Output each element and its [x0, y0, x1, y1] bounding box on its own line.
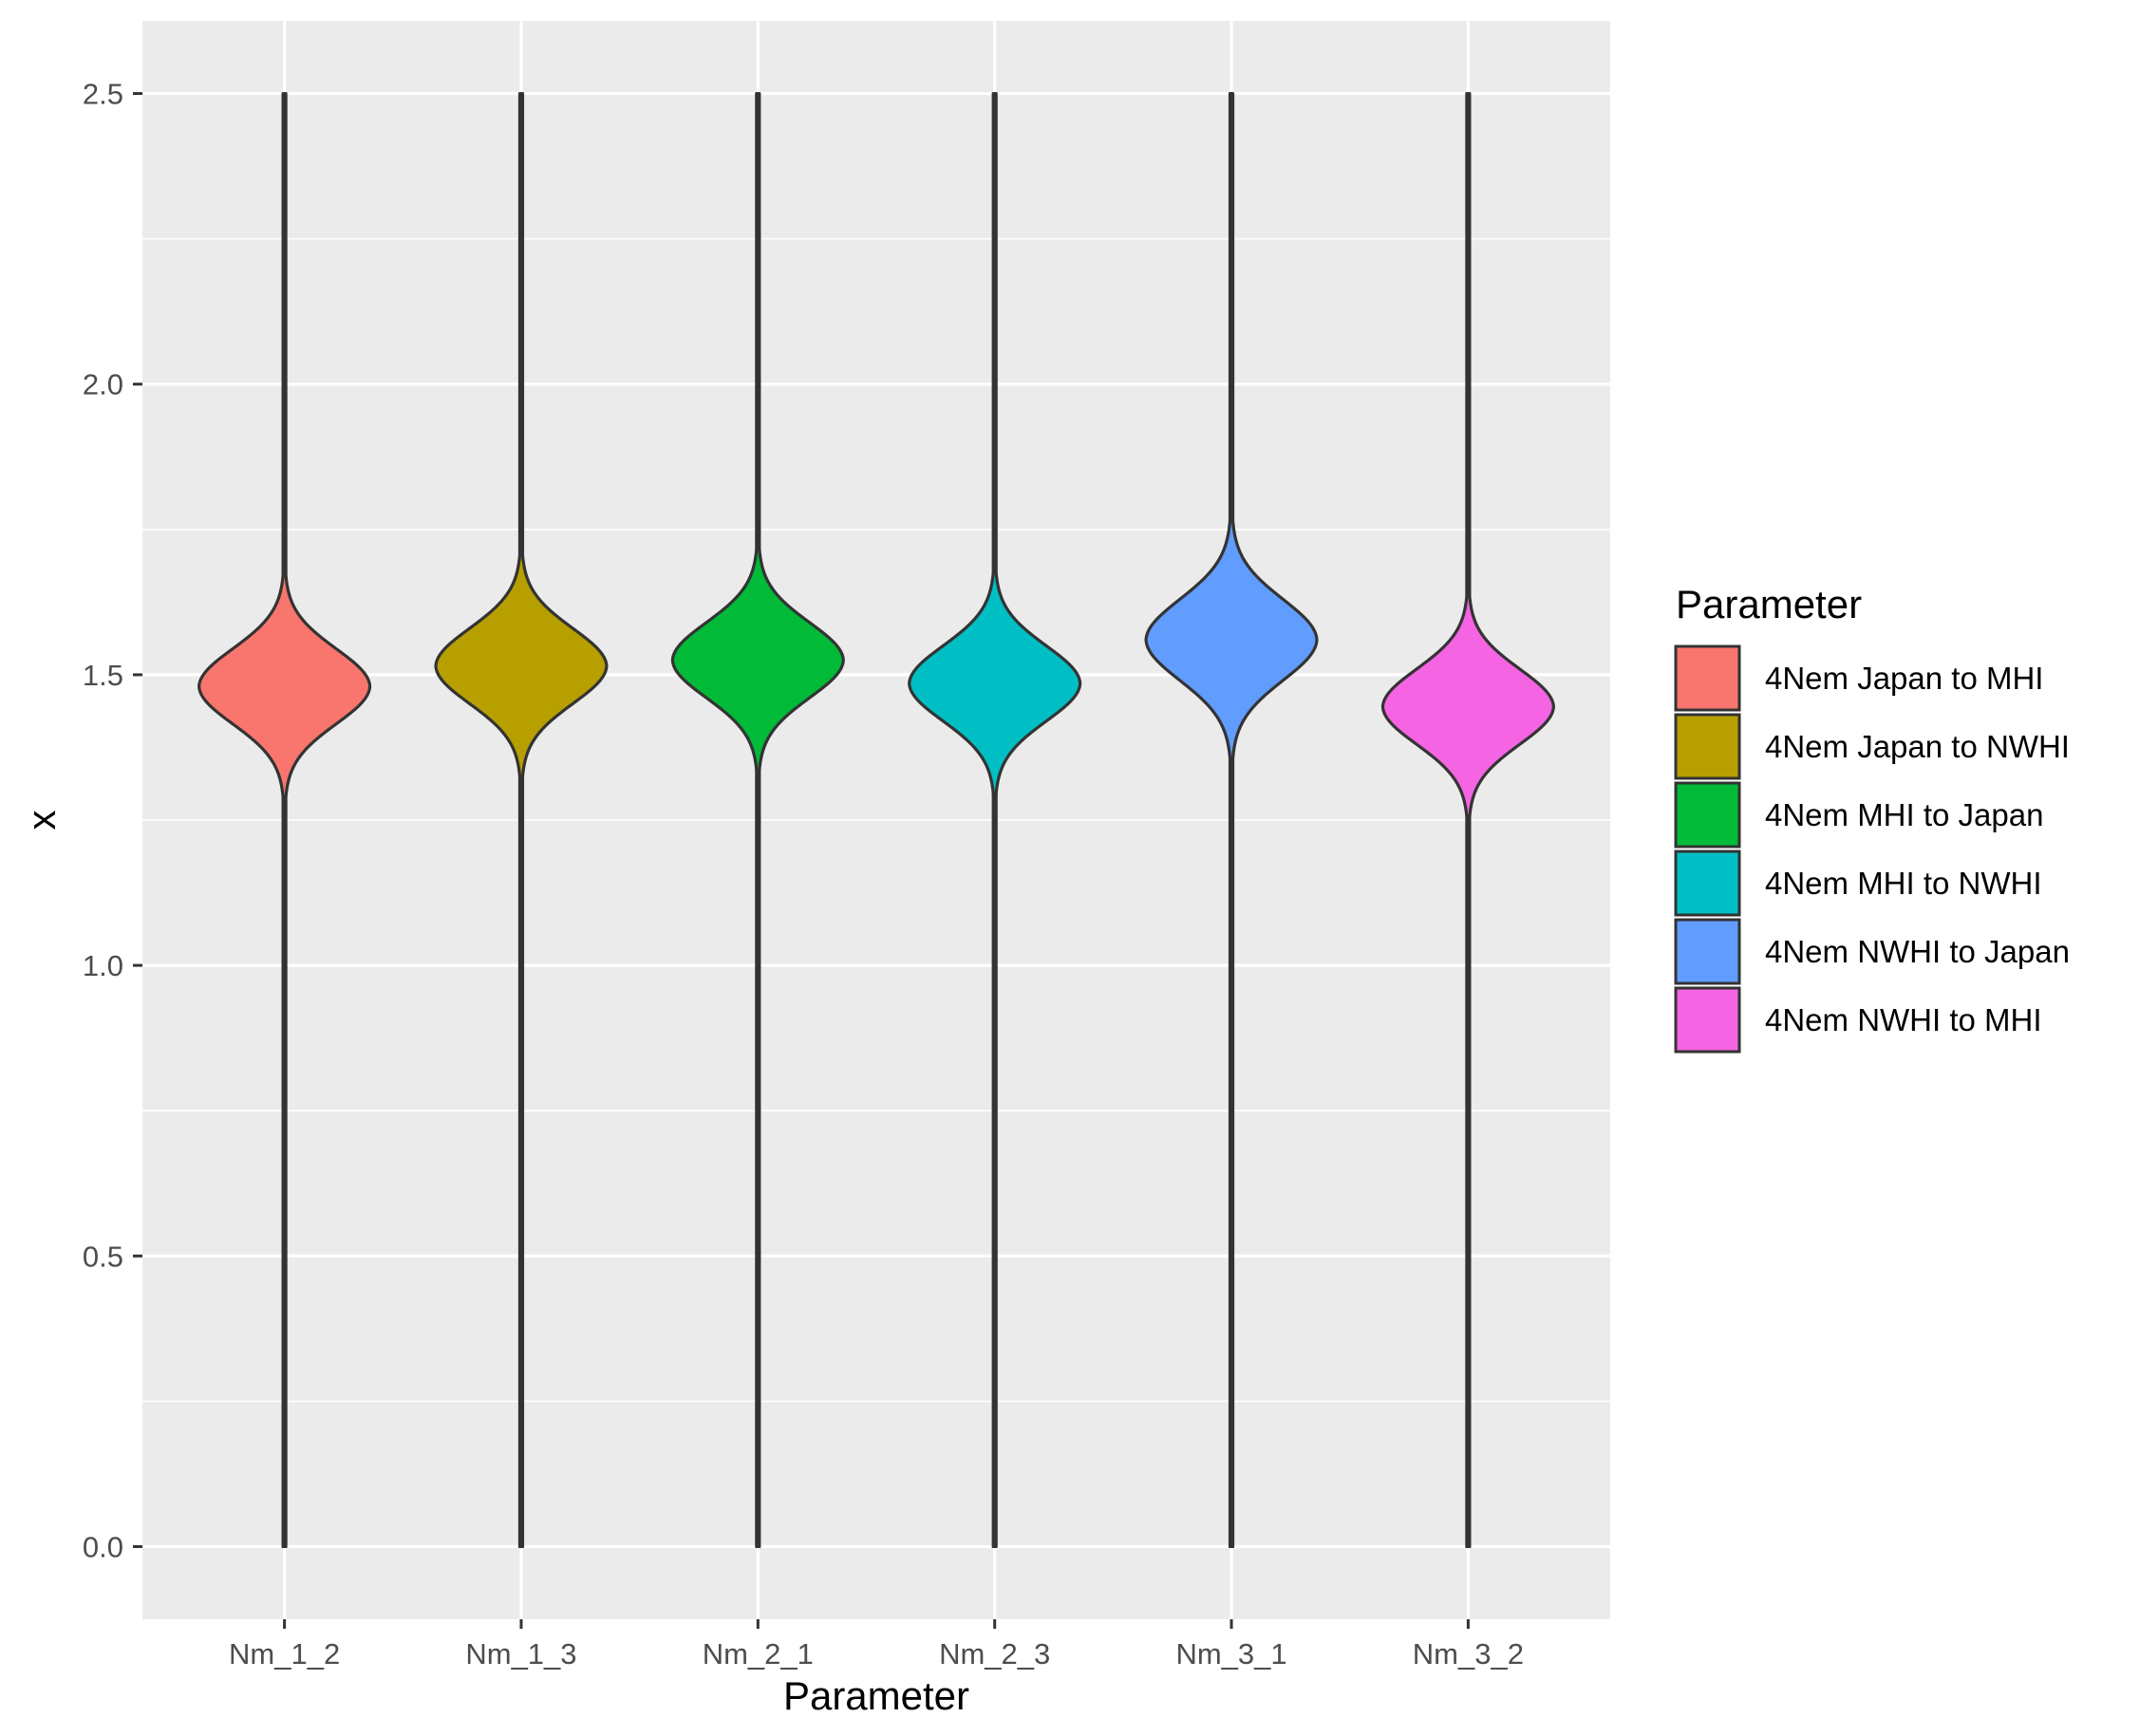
legend-swatch: [1674, 713, 1741, 780]
legend-label: 4Nem MHI to NWHI: [1765, 866, 2042, 901]
legend-label: 4Nem Japan to MHI: [1765, 661, 2043, 696]
x-tick-label: Nm_1_3: [465, 1637, 576, 1671]
x-axis-title: Parameter: [783, 1673, 969, 1718]
y-tick-label: 0.0: [83, 1530, 123, 1563]
y-tick-label: 0.5: [83, 1240, 123, 1273]
x-tick-label: Nm_3_2: [1413, 1637, 1524, 1671]
violin-Nm_1_2: [197, 91, 372, 1549]
x-tick-label: Nm_2_1: [703, 1637, 814, 1671]
legend-label: 4Nem Japan to NWHI: [1765, 729, 2070, 764]
y-tick-label: 1.5: [83, 659, 123, 692]
violin-Nm_2_1: [670, 91, 845, 1549]
y-tick-label: 2.0: [83, 368, 123, 401]
legend-swatch: [1674, 644, 1741, 712]
x-tick-label: Nm_1_2: [229, 1637, 340, 1671]
y-tick-label: 1.0: [83, 949, 123, 982]
x-axis: Nm_1_2 Nm_1_3 Nm_2_1 Nm_2_3 Nm_3_1 Nm_3_2: [229, 1619, 1524, 1671]
minor-gridlines: [142, 237, 1610, 1403]
y-axis-title: x: [19, 811, 64, 831]
legend-swatch: [1674, 781, 1741, 849]
legend-swatch: [1674, 918, 1741, 985]
y-tick-label: 2.5: [83, 78, 123, 111]
violin-Nm_2_3: [908, 91, 1082, 1549]
violin-Nm_3_2: [1380, 91, 1555, 1549]
legend-swatch: [1674, 986, 1741, 1054]
legend-label: 4Nem NWHI to Japan: [1765, 934, 2070, 969]
violins: [197, 91, 1555, 1549]
legend-label: 4Nem NWHI to MHI: [1765, 1002, 2042, 1037]
x-tick-label: Nm_3_1: [1175, 1637, 1286, 1671]
y-axis: 0.0 0.5 1.0 1.5 2.0 2.5: [83, 78, 142, 1563]
x-tick-label: Nm_2_3: [939, 1637, 1050, 1671]
legend-title: Parameter: [1676, 582, 1862, 626]
violin-Nm_1_3: [434, 91, 609, 1549]
violin-Nm_3_1: [1144, 91, 1319, 1549]
legend-swatch: [1674, 849, 1741, 917]
legend-label: 4Nem MHI to Japan: [1765, 797, 2043, 832]
legend: Parameter 4Nem Japan to MHI 4Nem Japan to…: [1674, 582, 2070, 1054]
